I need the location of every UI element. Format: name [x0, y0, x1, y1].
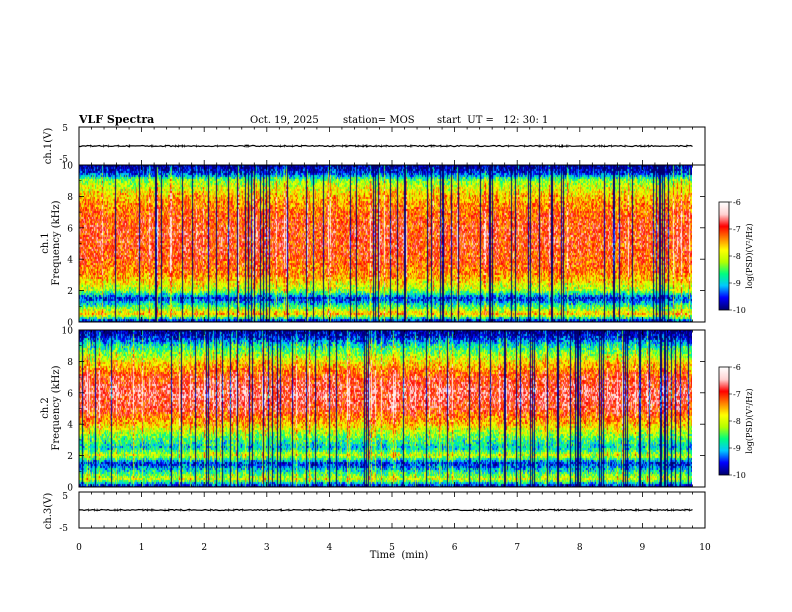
time-tick-label: 0 [76, 543, 82, 553]
ch2-frequency-label: 4 [67, 421, 73, 431]
ch1-colorbar-tick-label: -8 [733, 252, 741, 261]
ch2-frequency-ticks: 0 2 4 6 8 10 [62, 327, 705, 494]
ch1-voltage-panel: 5 -5 ch.1(V) [43, 124, 706, 166]
ch2-colorbar-tick-label: -10 [733, 471, 746, 480]
ch3-ytick-top: 5 [62, 492, 68, 502]
time-axis-label: Time (min) [370, 550, 429, 561]
time-tick-label: 3 [264, 543, 270, 553]
ch2-frequency-label: 0 [67, 484, 73, 494]
ch1-voltage-ylabel: ch.1(V) [43, 128, 54, 165]
ch3-ytick-bottom: -5 [59, 524, 68, 534]
ch2-colorbar-tick-label: -9 [733, 444, 741, 453]
ch1-spectrogram-panel: 0 2 4 6 8 10 ch.1 Frequency (kHz) [40, 162, 706, 329]
ch1-colorbar-label: log(PSD)(V²/Hz) [745, 223, 754, 288]
date-label: Oct. 19, 2025 [250, 115, 319, 126]
ch2-spectrogram-time-ticks [78, 330, 706, 487]
time-tick-label: 6 [452, 543, 458, 553]
ch1-voltage-line [79, 144, 693, 148]
station-label: station= MOS [343, 115, 415, 126]
time-tick-label: 4 [327, 543, 333, 553]
ch3-voltage-line [79, 508, 693, 512]
time-tick-label: 1 [139, 543, 145, 553]
ch1-colorbar-tick-label: -10 [733, 306, 746, 315]
ch2-spectrogram-image [79, 330, 692, 487]
ch1-spectrogram-image [79, 165, 692, 322]
ch1-voltage-time-ticks [78, 127, 706, 165]
start-time-label: start UT = 12: 30: 1 [437, 115, 548, 126]
ch1-spectrogram-empty-region [692, 165, 705, 322]
ch1-colorbar-tick-label: -7 [733, 225, 741, 234]
time-tick-label: 8 [577, 543, 583, 553]
ch2-colorbar-gradient [719, 367, 729, 475]
ch3-voltage-time-ticks [78, 492, 706, 528]
ch2-frequency-label: 2 [67, 452, 73, 462]
ch2-frequency-label: 6 [67, 389, 73, 399]
ch2-spectrogram-panel: 0 2 4 6 8 10 ch.2 Frequency (kHz) [40, 327, 706, 494]
ch1-frequency-label: 8 [67, 193, 73, 203]
ch1-colorbar-gradient [719, 202, 729, 310]
ch1-voltage-trace [79, 144, 693, 148]
ch1-ytick-top: 5 [62, 124, 68, 134]
ch1-colorbar-tick-label: -6 [733, 198, 741, 207]
ch2-colorbar-tick-label: -6 [733, 363, 741, 372]
ch2-colorbar: -6 -7 -8 -9 -10 log(PSD)(V²/Hz) [718, 363, 754, 480]
time-tick-label: 7 [514, 543, 520, 553]
time-tick-label: 9 [640, 543, 646, 553]
ch1-frequency-label: 4 [67, 256, 73, 266]
time-axis-tick-labels: 0 1 2 3 4 5 6 7 8 9 10 [76, 543, 711, 553]
time-tick-label: 5 [389, 543, 395, 553]
ch3-voltage-trace [79, 508, 693, 512]
ch2-spectrogram-empty-region [692, 330, 705, 487]
ch2-colorbar-tick-label: -8 [733, 417, 741, 426]
time-tick-label: 10 [699, 543, 711, 553]
ch1-spectrogram [79, 165, 705, 322]
ch2-spectrogram [79, 330, 705, 487]
chart-title: VLF Spectra [78, 113, 154, 126]
ch1-spectrogram-label: ch.1 [40, 232, 51, 254]
ch1-frequency-label: 0 [67, 319, 73, 329]
ch1-spectrogram-time-ticks [78, 165, 706, 322]
ch1-frequency-ticks: 0 2 4 6 8 10 [62, 162, 705, 329]
ch1-frequency-label: 6 [67, 224, 73, 234]
ch2-colorbar-label: log(PSD)(V²/Hz) [745, 388, 754, 453]
ch1-frequency-label: 2 [67, 287, 73, 297]
ch3-voltage-panel: 5 -5 ch.3(V) [43, 491, 706, 534]
ch2-spectrogram-label: ch.2 [40, 397, 51, 419]
time-tick-label: 2 [201, 543, 207, 553]
ch1-colorbar: -6 -7 -8 -9 -10 log(PSD)(V²/Hz) [718, 198, 754, 315]
ch1-colorbar-tick-label: -9 [733, 279, 741, 288]
ch1-frequency-axis-label: Frequency (kHz) [51, 200, 62, 285]
ch3-voltage-ylabel: ch.3(V) [43, 493, 54, 530]
ch1-ytick-bottom: -5 [59, 155, 68, 165]
ch2-frequency-label: 10 [62, 327, 74, 337]
ch2-frequency-label: 8 [67, 358, 73, 368]
ch2-colorbar-tick-label: -7 [733, 390, 741, 399]
ch2-frequency-axis-label: Frequency (kHz) [51, 365, 62, 450]
ch1-frequency-label: 10 [62, 162, 74, 172]
